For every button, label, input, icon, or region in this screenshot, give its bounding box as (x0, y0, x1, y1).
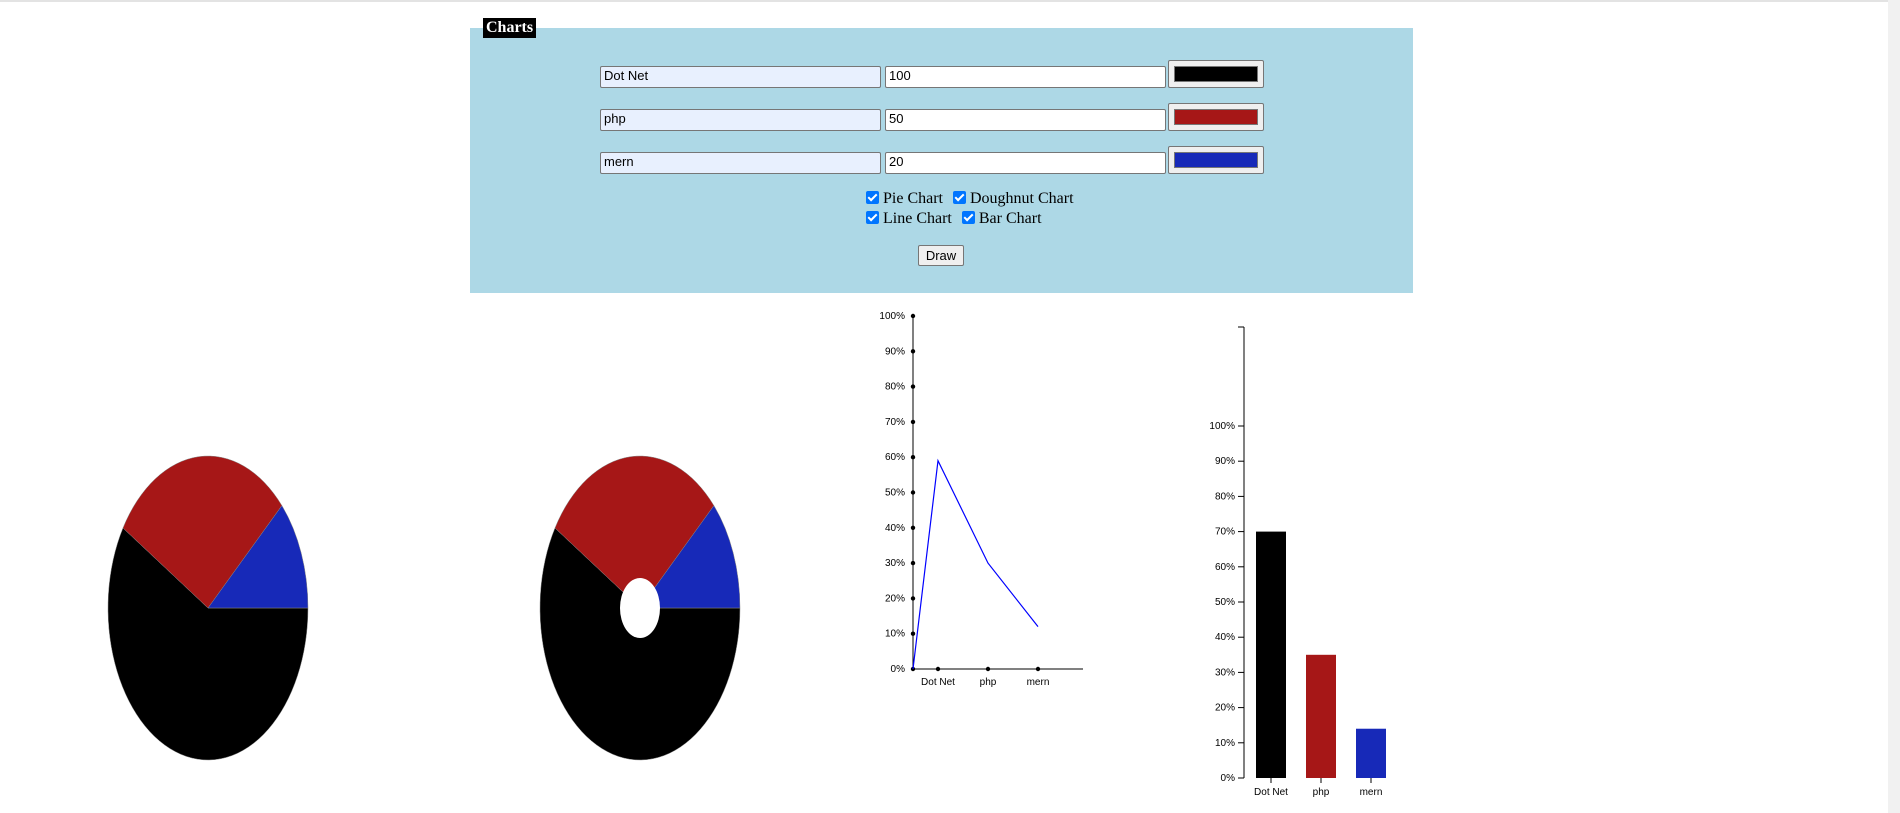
slice-dot-net (539, 527, 741, 761)
pie-chart-checkbox[interactable] (866, 191, 879, 204)
y-tick-label: 70% (885, 417, 905, 428)
draw-button[interactable]: Draw (918, 245, 964, 266)
bar-chart-checkbox[interactable] (961, 211, 975, 224)
color-swatch (1174, 152, 1258, 168)
pie-chart-label: Pie Chart (883, 190, 943, 207)
doughnut-chart-label: Doughnut Chart (970, 190, 1074, 207)
y-tick-label: 60% (1215, 562, 1235, 573)
y-tick-dot (910, 596, 916, 601)
slice-mern (207, 505, 309, 609)
y-tick-label: 10% (1215, 738, 1235, 749)
y-tick-dot (910, 419, 916, 425)
line-series (912, 458, 1039, 670)
x-tick-label: mern (1027, 677, 1050, 688)
y-tick-dot (910, 455, 916, 460)
y-tick-dot (910, 349, 916, 354)
y-tick-label: 20% (1215, 703, 1235, 714)
y-tick-label: 100% (1209, 421, 1235, 432)
doughnut-chart-checkbox[interactable] (953, 191, 966, 204)
y-tick-label: 60% (885, 452, 905, 463)
series-color-picker[interactable] (1168, 60, 1264, 88)
y-tick-label: 20% (885, 593, 905, 604)
bar-dot-net (1256, 531, 1286, 778)
y-tick-dot (910, 560, 916, 566)
series-value-input[interactable]: 20 (885, 152, 1166, 174)
y-tick-label: 30% (885, 558, 905, 569)
y-tick-dot (910, 490, 916, 495)
x-tick-label: Dot Net (921, 677, 955, 688)
bar-chart: 0% 10% 20% 30% 40% 50% 60% 70% 80% 90% 100% Dot Net… (1209, 326, 1386, 798)
bar-chart-label: Bar Chart (978, 210, 1042, 227)
line-chart-label: Line Chart (883, 210, 952, 227)
slice-php (122, 455, 283, 609)
series-name-input[interactable]: php (600, 109, 881, 131)
series-color-picker[interactable] (1168, 103, 1264, 131)
y-tick-label: 70% (1215, 527, 1235, 538)
x-tick-dot (985, 666, 991, 672)
slice-dot-net (107, 527, 309, 761)
bar-mern (1356, 728, 1386, 778)
y-tick-label: 40% (885, 523, 905, 534)
series-value-input[interactable]: 50 (885, 109, 1166, 131)
doughnut-hole (620, 578, 660, 638)
line-chart-checkbox[interactable] (866, 211, 879, 224)
y-tick-label: 50% (885, 488, 905, 499)
line-chart: 0% 10% 20% 30% 40% 50% 60% 70% 80% 90% 100% Dot Net… (879, 311, 1083, 688)
y-tick-dot (910, 384, 916, 389)
y-tick-label: 10% (885, 629, 905, 640)
series-color-picker[interactable] (1168, 146, 1264, 174)
checkbox-line-1: Pie Chart Doughnut Chart (866, 190, 1074, 208)
series-value-input[interactable]: 100 (885, 66, 1166, 88)
x-tick-label: php (980, 677, 997, 688)
y-tick-label: 0% (891, 664, 906, 675)
x-tick-label: Dot Net (1254, 787, 1288, 798)
series-name-input[interactable]: mern (600, 152, 881, 174)
slice-mern (639, 505, 741, 609)
y-tick-label: 80% (1215, 491, 1235, 502)
y-tick-label: 80% (885, 382, 905, 393)
y-tick-label: 50% (1215, 597, 1235, 608)
y-tick-dot (910, 631, 916, 636)
x-tick-dot (1035, 666, 1041, 672)
y-tick-label: 90% (1215, 456, 1235, 467)
browser-top-border (0, 0, 1900, 2)
y-tick-dot (910, 313, 916, 319)
pie-chart (107, 455, 309, 761)
y-tick-label: 0% (1221, 773, 1236, 784)
color-swatch (1174, 109, 1258, 125)
y-tick-label: 100% (879, 311, 905, 322)
bar-php (1306, 654, 1336, 778)
color-swatch (1174, 66, 1258, 82)
doughnut-chart (539, 455, 741, 761)
slice-php (554, 455, 715, 609)
y-tick-label: 40% (1215, 632, 1235, 643)
x-tick-dot (935, 666, 941, 672)
vertical-scrollbar[interactable] (1888, 0, 1900, 813)
y-tick-label: 90% (885, 346, 905, 357)
x-tick-label: php (1313, 787, 1330, 798)
series-name-input[interactable]: Dot Net (600, 66, 881, 88)
y-tick-label: 30% (1215, 667, 1235, 678)
form-legend: Charts (483, 18, 537, 38)
x-tick-label: mern (1360, 787, 1383, 798)
checkbox-line-2: Line Chart Bar Chart (866, 210, 1042, 228)
y-tick-dot (910, 525, 916, 530)
